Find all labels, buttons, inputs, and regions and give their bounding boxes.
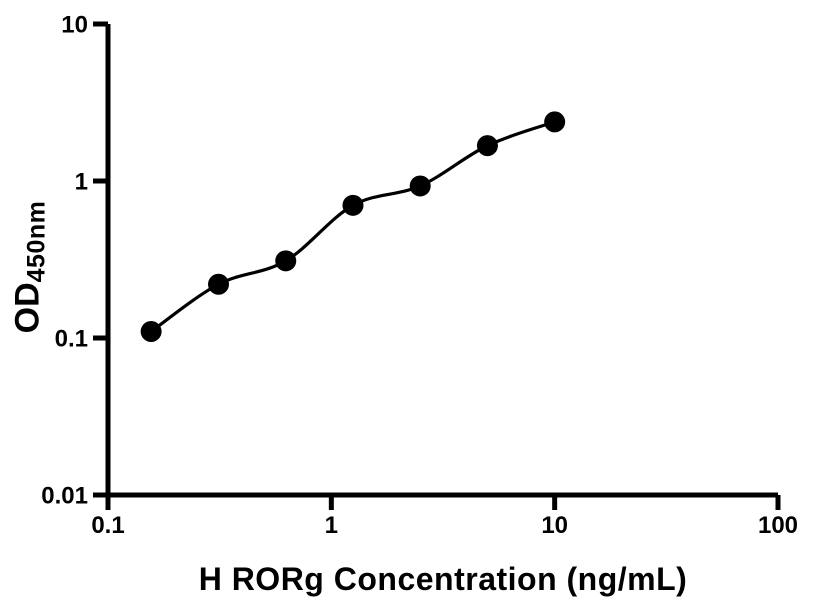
x-tick-label: 100 xyxy=(758,512,798,539)
x-axis-title-text: H RORg Concentration (ng/mL) xyxy=(198,561,688,597)
x-tick-label: 1 xyxy=(325,512,338,539)
y-tick-label: 0.01 xyxy=(41,483,88,510)
data-point xyxy=(342,194,364,216)
axis-spine xyxy=(105,24,778,498)
x-tick-label: 10 xyxy=(541,512,568,539)
y-axis-title: OD450nm xyxy=(9,201,52,334)
data-point xyxy=(476,135,498,157)
data-point xyxy=(544,111,566,133)
y-axis-title-main: OD xyxy=(8,282,47,334)
y-tick-label: 10 xyxy=(61,12,88,39)
y-axis-title-subscript: 450nm xyxy=(22,200,51,283)
y-tick-label: 0.1 xyxy=(55,326,88,353)
x-tick-label: 0.1 xyxy=(91,512,124,539)
data-point xyxy=(275,250,297,272)
y-tick-label: 1 xyxy=(75,169,88,196)
data-point xyxy=(409,175,431,197)
data-point xyxy=(208,273,230,295)
x-axis-title: H RORg Concentration (ng/mL) xyxy=(108,561,778,598)
data-point xyxy=(140,321,162,343)
